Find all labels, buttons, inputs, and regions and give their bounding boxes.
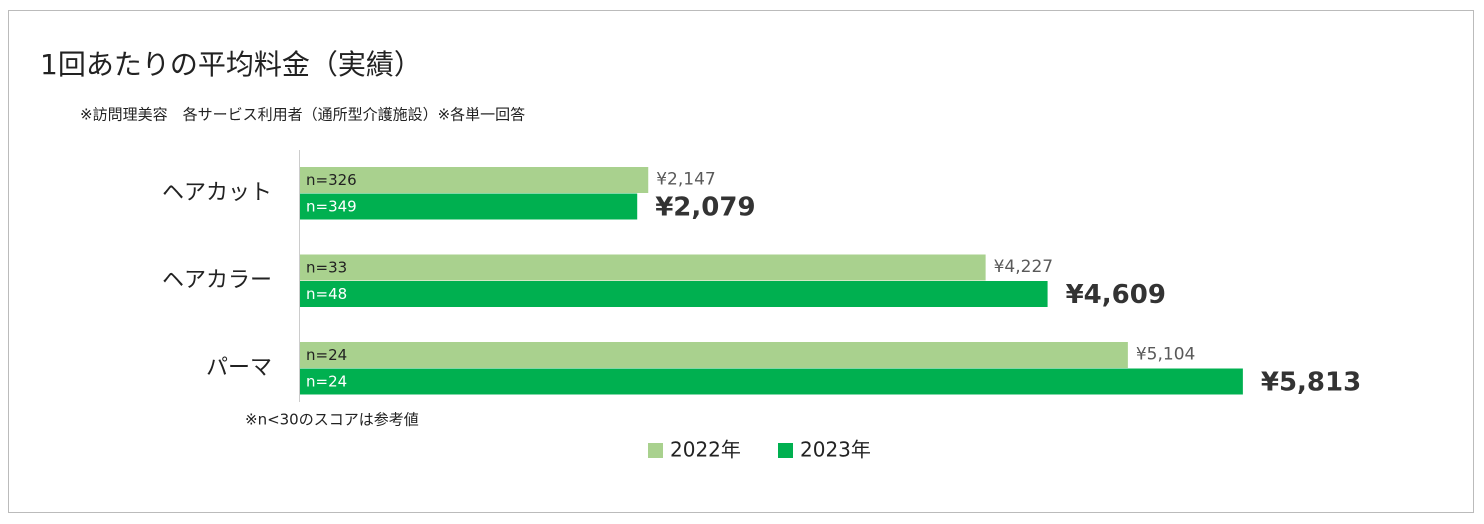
value-label: ¥2,079 [655,192,755,222]
bar [300,193,638,220]
category-label: ヘアカラー [162,268,272,293]
value-label: ¥5,813 [1261,367,1361,397]
value-label: ¥4,227 [994,257,1053,277]
value-label: ¥2,147 [656,169,715,189]
legend-label: 2023年 [800,438,871,462]
bar-label: n=349 [306,197,357,215]
bar-label: n=326 [306,171,357,189]
legend-label: 2022年 [670,438,741,462]
bar-label: n=24 [306,346,347,364]
bar [300,281,1048,307]
legend-swatch [778,443,793,458]
bar [300,342,1128,368]
bar [300,254,986,281]
note: ※n<30のスコアは参考値 [245,411,419,429]
chart-title: 1回あたりの平均料金（実績） [40,48,422,81]
value-label: ¥4,609 [1066,280,1166,310]
value-label: ¥5,104 [1136,344,1195,364]
bar [300,167,649,193]
bar-label: n=24 [306,372,347,390]
legend-swatch [648,443,663,458]
bar-label: n=48 [306,285,347,303]
bar [300,368,1243,395]
category-label: パーマ [206,356,272,381]
category-label: ヘアカット [162,181,272,206]
bar-label: n=33 [306,258,347,276]
subtitle: ※訪問理美容 各サービス利用者（通所型介護施設）※各単一回答 [80,106,525,124]
